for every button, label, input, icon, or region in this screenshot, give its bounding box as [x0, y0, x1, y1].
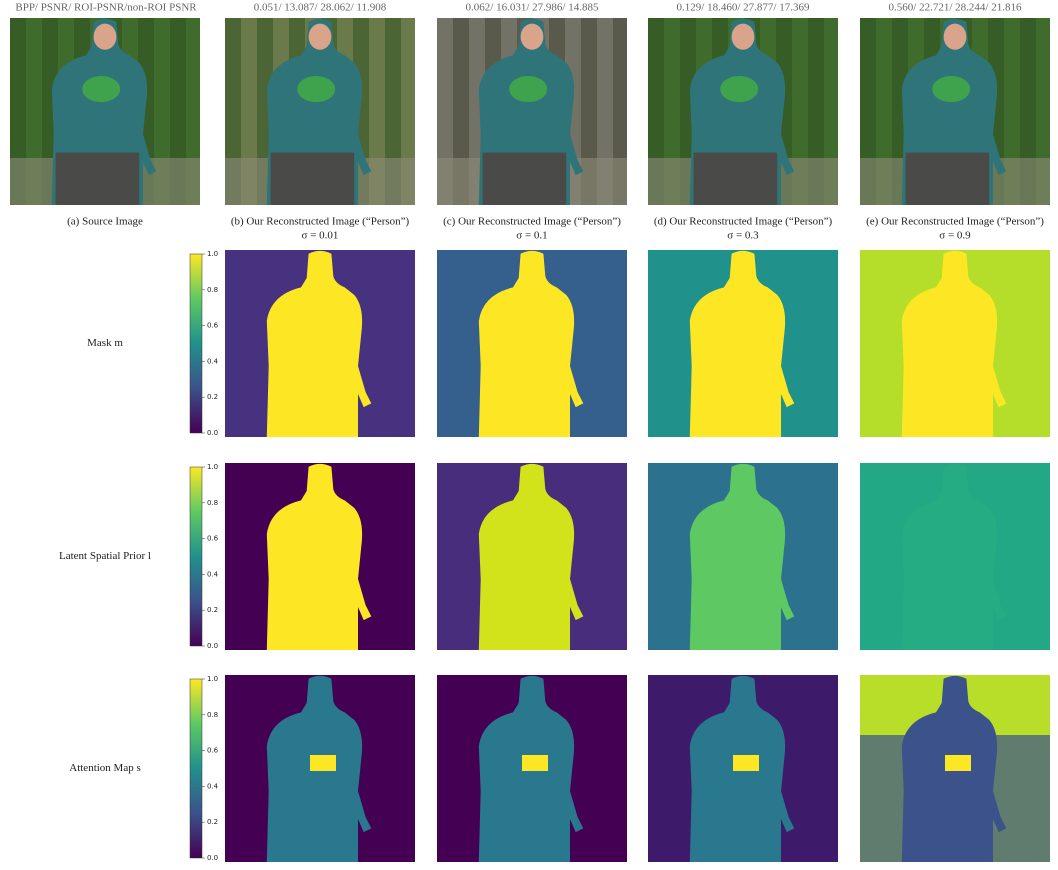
colorbar-tick-label: 0.8 [207, 499, 218, 507]
face [520, 23, 544, 50]
colorbar [189, 466, 203, 647]
colorbar-tick-label: 0.6 [207, 322, 219, 330]
trousers [55, 152, 140, 205]
colorbar-tick-label: 0.8 [207, 711, 218, 719]
shirt-print [509, 75, 548, 103]
colorbar-tick-label: 0.2 [207, 393, 218, 401]
metrics-label: BPP/ PSNR/ ROI-PSNR/non-ROI PSNR [15, 2, 197, 14]
metrics: 0.062/ 16.031/ 27.986/ 14.885 [466, 2, 599, 14]
colorbar-tick-label: 0.6 [207, 535, 219, 543]
person-silhouette [478, 18, 584, 206]
colorbar-tick-label: 0.2 [207, 818, 218, 826]
shirt-print [297, 75, 336, 103]
silhouette [689, 463, 795, 650]
colorbar-tick-label: 0.0 [207, 854, 218, 862]
silhouette [478, 250, 584, 437]
silhouette [478, 463, 584, 650]
colorbar [189, 253, 203, 434]
colorbar [189, 678, 203, 859]
sigma: σ = 0.9 [939, 230, 971, 242]
sigma: σ = 0.01 [302, 230, 339, 242]
person-silhouette [478, 250, 584, 437]
caption: (a) Source Image [67, 216, 143, 228]
sigma: σ = 0.3 [727, 230, 759, 242]
person-silhouette [51, 18, 157, 206]
person-silhouette [689, 463, 795, 650]
sigma: σ = 0.1 [516, 230, 547, 242]
colorbar-tick-label: 0.6 [207, 747, 219, 755]
colorbar-tick-label: 0.4 [207, 357, 219, 365]
colorbar-tick-label: 0.0 [207, 429, 218, 437]
colorbar-tick-label: 1.0 [207, 675, 218, 683]
colorbar-tick-label: 0.8 [207, 286, 218, 294]
silhouette [266, 463, 372, 650]
shirt-print [932, 75, 971, 103]
colorbar-tick-label: 0.2 [207, 606, 218, 614]
caption: (d) Our Reconstructed Image (“Person”) [654, 216, 833, 228]
silhouette [901, 250, 1007, 437]
metrics: 0.129/ 18.460/ 27.877/ 17.369 [677, 2, 810, 14]
silhouette [901, 463, 1007, 650]
person-silhouette [689, 250, 795, 437]
attention-hotspot [945, 755, 971, 771]
trousers [482, 152, 567, 205]
row-label: Mask m [87, 337, 123, 349]
shirt-print [720, 75, 759, 103]
person-silhouette [266, 463, 372, 650]
face [943, 23, 967, 50]
person-silhouette [266, 250, 372, 437]
face [308, 23, 332, 50]
colorbar-tick-label: 0.4 [207, 570, 219, 578]
attention-hotspot [310, 755, 336, 771]
silhouette [266, 250, 372, 437]
person-silhouette [689, 18, 795, 206]
metrics: 0.051/ 13.087/ 28.062/ 11.908 [254, 2, 387, 14]
face [93, 23, 117, 50]
person-silhouette [266, 18, 372, 206]
caption: (b) Our Reconstructed Image (“Person”) [231, 216, 410, 228]
trousers [905, 152, 990, 205]
person-silhouette [901, 250, 1007, 437]
caption: (c) Our Reconstructed Image (“Person”) [443, 216, 621, 228]
shirt-print [82, 75, 121, 103]
caption: (e) Our Reconstructed Image (“Person”) [866, 216, 1044, 228]
attention-hotspot [733, 755, 759, 771]
metrics: 0.560/ 22.721/ 28.244/ 21.816 [889, 2, 1022, 14]
trousers [270, 152, 355, 205]
person-silhouette [901, 463, 1007, 650]
person-silhouette [478, 463, 584, 650]
attention-hotspot [522, 755, 548, 771]
person-silhouette [901, 18, 1007, 206]
colorbar-tick-label: 0.4 [207, 782, 219, 790]
row-label: Attention Map s [69, 762, 141, 774]
face [731, 23, 755, 50]
colorbar-tick-label: 1.0 [207, 463, 218, 471]
trousers [693, 152, 778, 205]
silhouette [689, 250, 795, 437]
colorbar-tick-label: 1.0 [207, 250, 218, 258]
row-label: Latent Spatial Prior l [59, 550, 151, 562]
colorbar-tick-label: 0.0 [207, 642, 218, 650]
